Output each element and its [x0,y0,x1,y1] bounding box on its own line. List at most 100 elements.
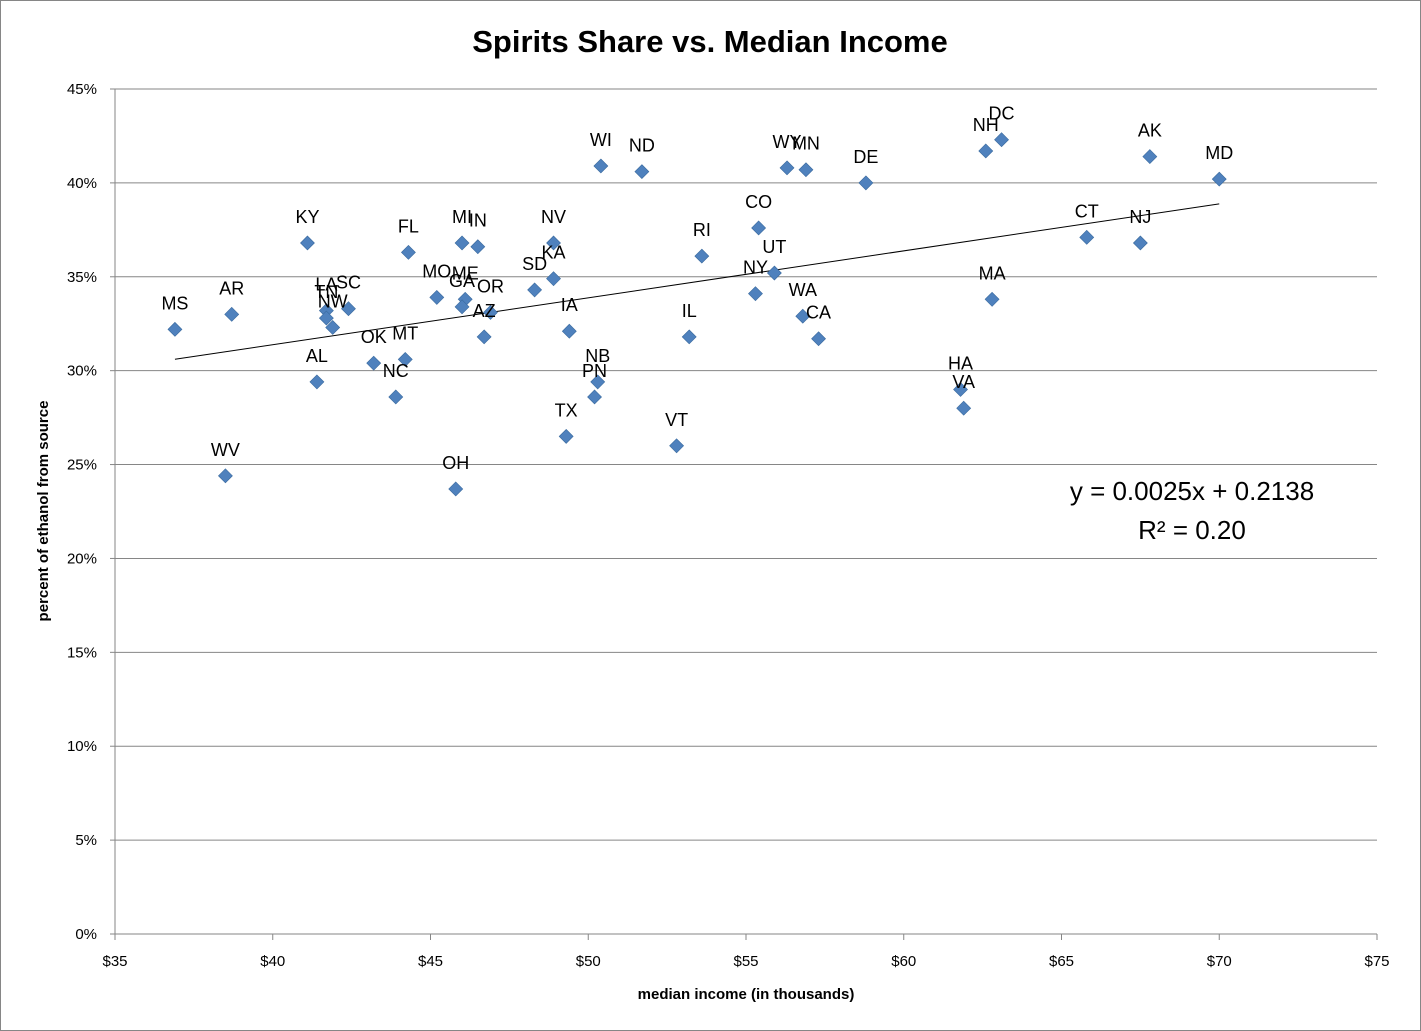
y-tick-label: 20% [67,550,97,567]
axes [110,88,1378,940]
data-point-mi [454,235,470,251]
point-label-mn: MN [792,134,820,154]
data-point-ia [561,323,577,339]
point-label-ut: UT [762,237,786,257]
y-tick-label: 30% [67,363,97,380]
trendline [174,203,1220,360]
data-point-fl [400,244,416,260]
data-point-ha [953,382,968,397]
x-tick-label: $55 [733,953,758,970]
x-tick-label: $35 [102,953,127,970]
point-label-ar: AR [219,278,244,298]
data-point-dc [994,132,1009,148]
y-tick-label: 0% [75,926,97,943]
data-point-az [476,329,492,345]
data-point-wa [795,308,811,324]
point-label-ia: IA [561,295,578,315]
point-label-il: IL [682,301,697,321]
data-point-sc [341,301,356,317]
data-point-ms [167,321,183,337]
data-point-ok [366,355,382,371]
point-label-wv: WV [211,440,240,460]
data-point-tx [558,428,574,444]
y-tick-label: 40% [67,175,97,192]
point-label-fl: FL [398,216,419,236]
x-tick-label: $45 [418,953,443,970]
data-point-nd [634,164,650,180]
point-label-nw: NW [318,291,348,311]
y-tick-label: 35% [67,269,97,286]
data-point-or [483,305,498,320]
point-label-ok: OK [361,327,387,347]
gridlines [115,88,1377,841]
data-point-wv [218,468,233,484]
point-label-ak: AK [1138,121,1162,141]
data-point-de [858,175,874,191]
point-label-mt: MT [392,323,418,343]
point-label-me: ME [452,263,479,283]
point-label-ka: KA [542,243,566,263]
point-label-oh: OH [442,453,469,473]
data-point-wy [779,160,795,176]
y-tick-label: 10% [67,738,97,755]
point-label-la: LA [315,275,337,295]
point-label-nc: NC [383,361,409,381]
point-label-ma: MA [979,263,1006,283]
point-label-wi: WI [590,130,612,150]
point-label-nj: NJ [1129,207,1151,227]
x-axis-title: median income (in thousands) [638,986,855,1003]
data-point-nv [546,235,561,251]
data-point-ct [1079,229,1095,245]
point-label-ky: KY [295,207,319,227]
point-label-nd: ND [629,136,655,156]
x-tick-label: $70 [1207,953,1232,970]
data-point-mt [397,351,413,367]
data-point-ga [454,299,470,315]
point-label-or: OR [477,276,504,296]
y-axis-title: percent of ethanol from source [35,401,52,622]
point-label-va: VA [952,372,975,392]
data-point-wi [593,158,609,174]
data-point-mo [429,290,445,305]
data-point-sd [527,282,543,298]
point-label-ri: RI [693,220,711,240]
data-point-ak [1142,149,1158,165]
y-tick-label: 15% [67,644,97,661]
point-label-tn: TN [314,282,338,302]
data-point-ut [766,265,782,281]
point-label-ms: MS [161,293,188,313]
point-label-wy: WY [773,132,802,152]
point-label-nv: NV [541,207,566,227]
point-label-md: MD [1205,143,1233,163]
data-point-ar [224,306,240,322]
trendline-path [174,203,1220,360]
data-point-ma [984,291,1000,307]
data-point-ri [694,248,710,264]
x-tick-label: $40 [260,953,285,970]
chart-title: Spirits Share vs. Median Income [472,24,948,59]
point-label-al: AL [306,346,328,366]
data-point-oh [448,481,464,497]
point-label-az: AZ [473,301,496,321]
point-label-nb: NB [585,346,610,366]
data-point-md [1211,171,1227,187]
data-point-pn [587,389,602,405]
y-tick-label: 45% [67,81,97,98]
x-tick-label: $65 [1049,953,1074,970]
data-point-ca [811,331,826,347]
data-point-tn [318,310,334,326]
point-label-sd: SD [522,254,547,274]
x-tick-label: $60 [891,953,916,970]
r-squared-label: R² = 0.20 [1138,515,1246,545]
point-label-mo: MO [422,261,451,281]
point-label-mi: MI [452,207,472,227]
data-point-al [309,374,325,390]
point-label-vt: VT [665,410,688,430]
data-point-vt [669,438,685,454]
point-label-pn: PN [582,361,607,381]
point-label-tx: TX [555,400,578,420]
x-tick-labels: $35 $40 $45 $50 $55 $60 $65 $70 $75 [102,953,1389,970]
